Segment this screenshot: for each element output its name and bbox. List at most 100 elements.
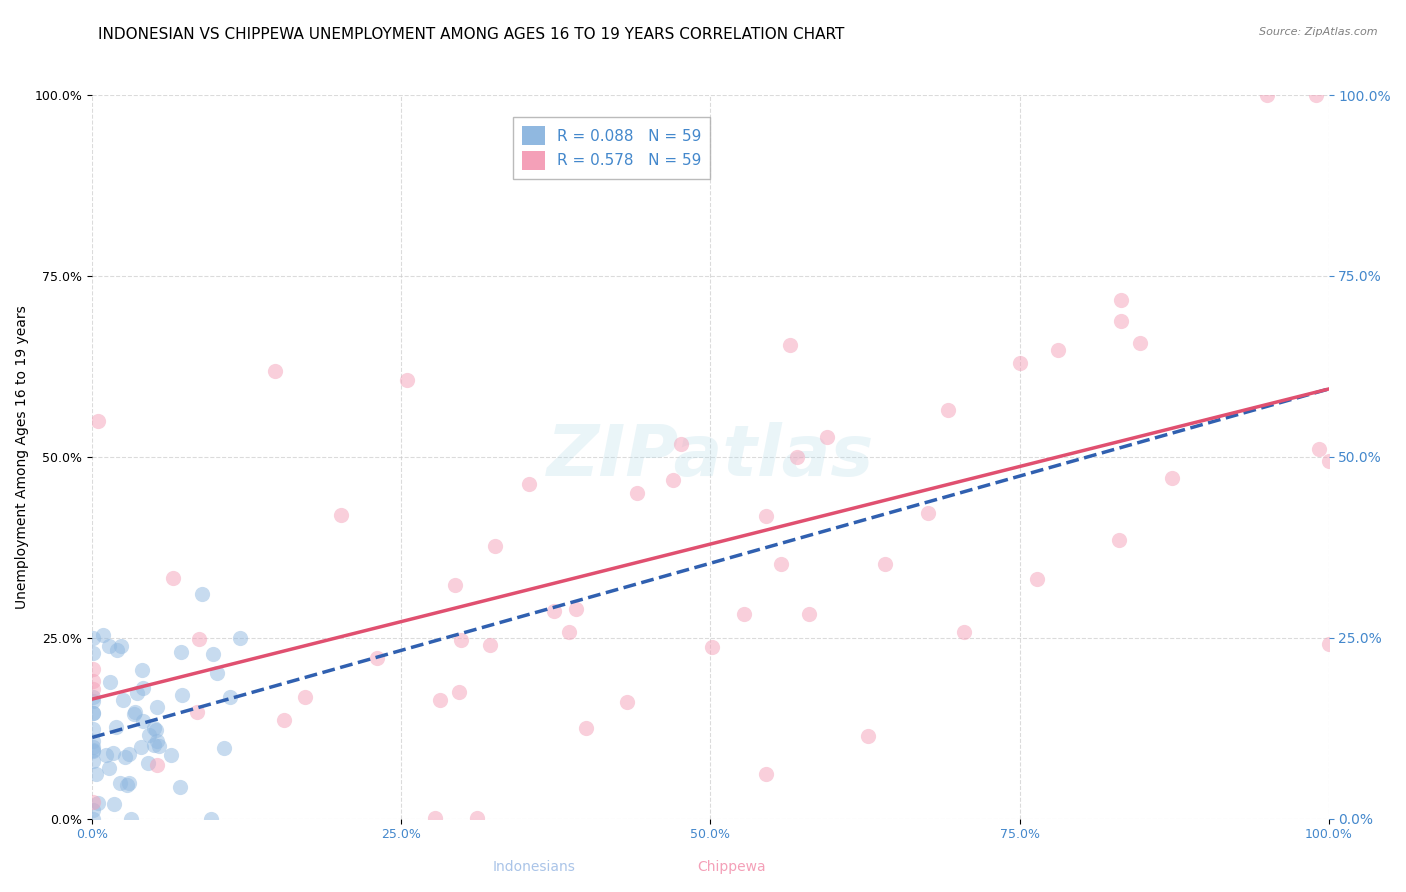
Point <box>129 740 152 755</box>
Point <box>170 645 193 659</box>
Point <box>616 695 638 709</box>
Point <box>754 766 776 780</box>
Point <box>160 747 183 762</box>
Point <box>82 739 104 754</box>
Point <box>105 720 128 734</box>
Point <box>366 651 388 665</box>
Point <box>815 429 838 443</box>
Point <box>450 632 472 647</box>
Point <box>1317 454 1340 468</box>
Point <box>87 796 110 810</box>
Point <box>136 756 159 770</box>
Point <box>1109 314 1132 328</box>
Point <box>799 607 821 622</box>
Point <box>662 473 685 487</box>
Point <box>1046 343 1069 357</box>
Point <box>143 739 166 753</box>
Point <box>82 706 104 720</box>
Point <box>229 631 252 645</box>
Point <box>330 508 353 522</box>
Point <box>101 746 124 760</box>
Point <box>118 776 141 790</box>
Text: Chippewa: Chippewa <box>697 860 765 874</box>
Point <box>543 604 565 618</box>
Point <box>82 744 104 758</box>
Point <box>1305 88 1327 103</box>
Point <box>1160 471 1182 485</box>
Point <box>786 450 808 465</box>
Point <box>122 706 145 721</box>
Point <box>82 803 104 817</box>
Text: Source: ZipAtlas.com: Source: ZipAtlas.com <box>1260 27 1378 37</box>
Point <box>87 414 110 428</box>
Y-axis label: Unemployment Among Ages 16 to 19 years: Unemployment Among Ages 16 to 19 years <box>15 305 30 608</box>
Point <box>936 403 959 417</box>
Point <box>702 640 724 654</box>
Point <box>856 729 879 743</box>
Point <box>82 646 104 660</box>
Point <box>124 705 146 719</box>
Point <box>131 663 153 677</box>
Point <box>205 665 228 680</box>
Point <box>1317 637 1340 651</box>
Point <box>465 811 488 825</box>
Point <box>111 693 134 707</box>
Point <box>273 713 295 727</box>
Point <box>187 632 209 646</box>
Point <box>1008 356 1031 370</box>
Point <box>162 571 184 585</box>
Point <box>1026 572 1049 586</box>
Point <box>917 506 939 520</box>
Point <box>200 812 222 826</box>
Point <box>110 775 132 789</box>
Point <box>110 640 132 654</box>
Point <box>1308 442 1330 456</box>
Text: INDONESIAN VS CHIPPEWA UNEMPLOYMENT AMONG AGES 16 TO 19 YEARS CORRELATION CHART: INDONESIAN VS CHIPPEWA UNEMPLOYMENT AMON… <box>98 27 845 42</box>
Point <box>82 694 104 708</box>
Point <box>82 662 104 676</box>
Point <box>145 758 167 772</box>
Point <box>98 761 121 775</box>
Point <box>873 557 896 571</box>
Point <box>82 722 104 736</box>
Point <box>82 754 104 768</box>
Point <box>769 558 792 572</box>
Point <box>91 628 114 642</box>
Point <box>82 631 104 645</box>
Point <box>294 690 316 705</box>
Point <box>952 624 974 639</box>
Point <box>145 723 167 737</box>
Point <box>82 812 104 826</box>
Point <box>449 685 471 699</box>
Point <box>125 686 148 700</box>
Point <box>1256 88 1278 103</box>
Point <box>575 721 598 735</box>
Legend: R = 0.088   N = 59, R = 0.578   N = 59: R = 0.088 N = 59, R = 0.578 N = 59 <box>513 117 710 179</box>
Point <box>1129 335 1152 350</box>
Point <box>1109 293 1132 307</box>
Point <box>218 690 240 705</box>
Point <box>86 767 108 781</box>
Point <box>423 811 446 825</box>
Point <box>82 682 104 697</box>
Point <box>565 601 588 615</box>
Point <box>143 721 166 735</box>
Point <box>1108 533 1130 547</box>
Point <box>82 706 104 720</box>
Point <box>479 638 502 652</box>
Point <box>138 728 160 742</box>
Point <box>517 477 540 491</box>
Point <box>120 812 142 826</box>
Point <box>186 705 208 719</box>
Point <box>82 734 104 748</box>
Point <box>733 607 755 622</box>
Point <box>105 643 128 657</box>
Point <box>669 437 692 451</box>
Point <box>190 587 212 601</box>
Point <box>484 539 506 553</box>
Point <box>82 673 104 688</box>
Point <box>118 747 141 761</box>
Point <box>114 750 136 764</box>
Point <box>96 748 118 763</box>
Point <box>212 741 235 756</box>
